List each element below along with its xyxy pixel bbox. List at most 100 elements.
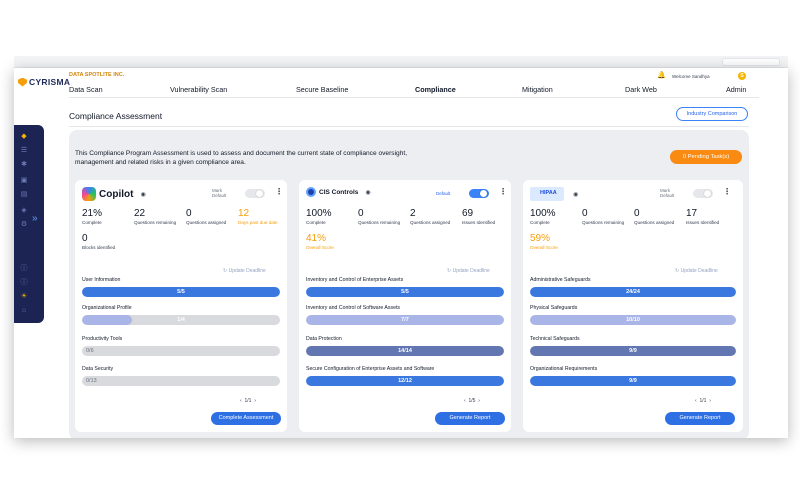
shield-icon[interactable]: ◆ bbox=[21, 133, 27, 140]
next-page-icon[interactable]: › bbox=[709, 398, 711, 404]
item-label: Inventory and Control of Enterprise Asse… bbox=[306, 277, 404, 283]
generate-report-button[interactable]: Generate Report bbox=[665, 412, 735, 425]
mark-default-label: Mark Default bbox=[212, 188, 227, 198]
pending-tasks-button[interactable]: 0 Pending Task(s) bbox=[670, 150, 742, 164]
stat-value: 21% bbox=[82, 208, 103, 219]
next-page-icon[interactable]: › bbox=[478, 398, 480, 404]
copilot-logo-icon bbox=[82, 187, 96, 201]
home-icon[interactable]: ⌂ bbox=[21, 307, 27, 314]
nav-vulnerability-scan[interactable]: Vulnerability Scan bbox=[170, 85, 228, 94]
info-icon[interactable]: ◉ bbox=[140, 191, 146, 198]
progress-bar[interactable]: 12/12 bbox=[306, 376, 504, 386]
shield-logo-icon bbox=[18, 77, 27, 87]
security-shield-icon[interactable]: ◈ bbox=[21, 207, 27, 214]
progress-bar[interactable]: 0/13 bbox=[82, 376, 280, 386]
stat-blocks-identified: 0 Blocks identified bbox=[82, 233, 137, 251]
document-icon[interactable]: ☰ bbox=[20, 147, 28, 154]
progress-bar[interactable]: 14/14 bbox=[306, 346, 504, 356]
stat-issues-identified: 17 Issues Identified bbox=[686, 208, 741, 226]
stat-label: Questions assigned bbox=[186, 220, 227, 225]
stat-questions-remaining: 22 Questions remaining bbox=[134, 208, 189, 226]
nav-mitigation[interactable]: Mitigation bbox=[522, 85, 553, 94]
progress-text: 24/24 bbox=[626, 289, 640, 295]
user-avatar[interactable]: S bbox=[738, 72, 746, 80]
update-deadline-link[interactable]: ↻ Update Deadline bbox=[223, 268, 266, 274]
prev-page-icon[interactable]: ‹ bbox=[464, 398, 466, 404]
stat-questions-assigned: 0 Questions assigned bbox=[634, 208, 689, 226]
search-doc-icon[interactable]: ▤ bbox=[20, 191, 28, 198]
card-title: Copilot bbox=[99, 188, 134, 200]
more-options-icon[interactable]: ⋮ bbox=[723, 187, 731, 196]
app-logo[interactable]: CYRISMA bbox=[18, 77, 70, 87]
network-icon[interactable]: ✱ bbox=[21, 161, 27, 168]
nav-admin[interactable]: Admin bbox=[726, 85, 747, 94]
pager: ‹ 1/1 › bbox=[695, 398, 711, 404]
progress-text: 9/9 bbox=[629, 348, 637, 354]
info-icon[interactable]: ⓘ bbox=[20, 279, 28, 286]
progress-fill bbox=[82, 315, 132, 325]
progress-bar[interactable]: 9/9 bbox=[530, 376, 736, 386]
item-label: Data Security bbox=[82, 366, 114, 372]
pager: ‹ 1/1 › bbox=[240, 398, 256, 404]
stat-value: 0 bbox=[186, 208, 192, 219]
nav-data-scan[interactable]: Data Scan bbox=[69, 85, 103, 94]
default-toggle[interactable] bbox=[693, 189, 713, 198]
next-page-icon[interactable]: › bbox=[254, 398, 256, 404]
stat-questions-assigned: 0 Questions assigned bbox=[186, 208, 241, 226]
hipaa-logo-icon: HIPAA bbox=[530, 187, 564, 201]
info-icon[interactable]: ◉ bbox=[573, 191, 579, 198]
nav-divider bbox=[69, 97, 759, 98]
progress-fill bbox=[82, 287, 280, 297]
stat-label: Days past due date bbox=[238, 220, 278, 225]
default-toggle[interactable] bbox=[245, 189, 265, 198]
stat-complete: 21% Complete bbox=[82, 208, 137, 226]
card-header: HIPAA ◉ Mark Default ⋮ bbox=[530, 187, 731, 201]
complete-assessment-button[interactable]: Complete Assessment bbox=[211, 412, 281, 425]
prev-page-icon[interactable]: ‹ bbox=[695, 398, 697, 404]
assessment-panel: This Compliance Program Assessment is us… bbox=[69, 130, 749, 438]
progress-bar[interactable]: 7/7 bbox=[306, 315, 504, 325]
nav-dark-web[interactable]: Dark Web bbox=[625, 85, 657, 94]
progress-text: 9/9 bbox=[629, 378, 637, 384]
generate-report-button[interactable]: Generate Report bbox=[435, 412, 505, 425]
stat-label: Complete bbox=[82, 220, 102, 225]
stat-label: Issues Identified bbox=[686, 220, 720, 225]
progress-bar[interactable]: 5/5 bbox=[82, 287, 280, 297]
info-icon[interactable]: ◉ bbox=[365, 189, 371, 196]
industry-comparison-button[interactable]: Industry Comparison bbox=[676, 107, 748, 121]
card-copilot: Copilot ◉ Mark Default ⋮ 21% Complete 22… bbox=[75, 180, 287, 432]
nav-compliance[interactable]: Compliance bbox=[415, 85, 456, 94]
progress-text: 1/4 bbox=[177, 317, 185, 323]
progress-fill bbox=[306, 346, 504, 356]
app-window: CYRISMA DATA SPOTLITE INC. Data Scan Vul… bbox=[14, 68, 788, 438]
progress-bar[interactable]: 5/5 bbox=[306, 287, 504, 297]
default-toggle[interactable] bbox=[469, 189, 489, 198]
mark-default-label: Mark Default bbox=[660, 188, 675, 198]
expand-sidebar-icon[interactable]: » bbox=[32, 213, 38, 224]
theme-sun-icon[interactable]: ☀ bbox=[20, 293, 28, 300]
stat-overall-score: 59% Overall Score bbox=[530, 233, 585, 251]
update-deadline-link[interactable]: ↻ Update Deadline bbox=[675, 268, 718, 274]
progress-bar[interactable]: 0/6 bbox=[82, 346, 280, 356]
nav-secure-baseline[interactable]: Secure Baseline bbox=[296, 85, 349, 94]
progress-bar[interactable]: 1/4 bbox=[82, 315, 280, 325]
welcome-text: Welcome Sandhya bbox=[672, 74, 710, 79]
stat-value: 2 bbox=[410, 208, 416, 219]
update-deadline-link[interactable]: ↻ Update Deadline bbox=[447, 268, 490, 274]
item-label: Organizational Requirements bbox=[530, 366, 598, 372]
more-options-icon[interactable]: ⋮ bbox=[499, 187, 507, 196]
settings-icon[interactable]: ⚙ bbox=[20, 221, 28, 228]
prev-page-icon[interactable]: ‹ bbox=[240, 398, 242, 404]
item-label: Data Protection bbox=[306, 336, 342, 342]
stat-complete: 100% Complete bbox=[306, 208, 361, 226]
page-title: Compliance Assessment bbox=[69, 111, 163, 121]
more-options-icon[interactable]: ⋮ bbox=[275, 187, 283, 196]
monitor-icon[interactable]: ▣ bbox=[20, 177, 28, 184]
card-title: CIS Controls bbox=[319, 188, 359, 196]
progress-bar[interactable]: 9/9 bbox=[530, 346, 736, 356]
progress-bar[interactable]: 10/10 bbox=[530, 315, 736, 325]
help-icon[interactable]: ⓘ bbox=[20, 265, 28, 272]
update-deadline-label: Update Deadline bbox=[228, 268, 266, 274]
bell-icon[interactable]: 🔔 bbox=[657, 72, 666, 79]
progress-bar[interactable]: 24/24 bbox=[530, 287, 736, 297]
